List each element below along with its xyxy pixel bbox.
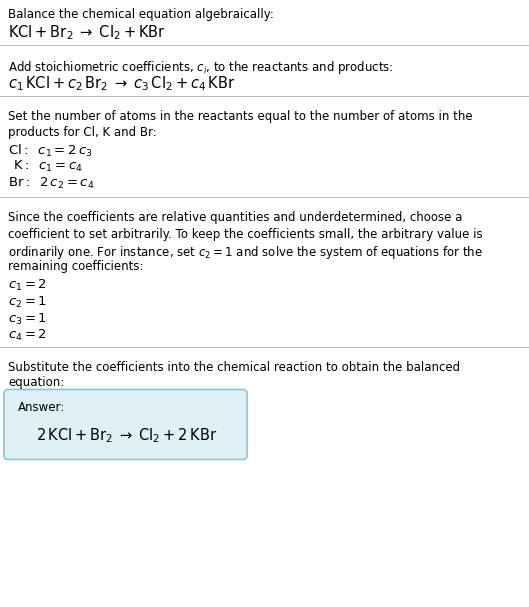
Text: $\mathregular{KCl} + \mathregular{Br}_2 \;\rightarrow\; \mathregular{Cl}_2 + \ma: $\mathregular{KCl} + \mathregular{Br}_2 … — [8, 24, 166, 42]
Text: $\mathregular{K:}\;\;c_1 = c_4$: $\mathregular{K:}\;\;c_1 = c_4$ — [13, 159, 83, 174]
Text: $\mathregular{Cl:}\;\;c_1 = 2\,c_3$: $\mathregular{Cl:}\;\;c_1 = 2\,c_3$ — [8, 143, 93, 158]
Text: $2\,\mathregular{KCl} + \mathregular{Br}_2 \;\rightarrow\; \mathregular{Cl}_2 + : $2\,\mathregular{KCl} + \mathregular{Br}… — [36, 427, 217, 445]
Text: ordinarily one. For instance, set $c_2 = 1$ and solve the system of equations fo: ordinarily one. For instance, set $c_2 =… — [8, 244, 483, 261]
Text: products for Cl, K and Br:: products for Cl, K and Br: — [8, 126, 157, 138]
Text: $c_1\,\mathregular{KCl} + c_2\,\mathregular{Br}_2 \;\rightarrow\; c_3\,\mathregu: $c_1\,\mathregular{KCl} + c_2\,\mathregu… — [8, 75, 235, 93]
Text: $c_2 = 1$: $c_2 = 1$ — [8, 295, 47, 310]
FancyBboxPatch shape — [4, 390, 247, 459]
Text: Add stoichiometric coefficients, $c_i$, to the reactants and products:: Add stoichiometric coefficients, $c_i$, … — [8, 59, 394, 76]
Text: $c_4 = 2$: $c_4 = 2$ — [8, 328, 47, 344]
Text: Set the number of atoms in the reactants equal to the number of atoms in the: Set the number of atoms in the reactants… — [8, 110, 472, 123]
Text: $c_1 = 2$: $c_1 = 2$ — [8, 279, 47, 294]
Text: equation:: equation: — [8, 376, 64, 390]
Text: Since the coefficients are relative quantities and underdetermined, choose a: Since the coefficients are relative quan… — [8, 211, 462, 225]
Text: Answer:: Answer: — [18, 401, 65, 415]
Text: $\mathregular{Br:}\;\;2\,c_2 = c_4$: $\mathregular{Br:}\;\;2\,c_2 = c_4$ — [8, 176, 94, 191]
Text: coefficient to set arbitrarily. To keep the coefficients small, the arbitrary va: coefficient to set arbitrarily. To keep … — [8, 228, 482, 240]
Text: Substitute the coefficients into the chemical reaction to obtain the balanced: Substitute the coefficients into the che… — [8, 361, 460, 374]
Text: remaining coefficients:: remaining coefficients: — [8, 260, 143, 273]
Text: Balance the chemical equation algebraically:: Balance the chemical equation algebraica… — [8, 8, 274, 21]
Text: $c_3 = 1$: $c_3 = 1$ — [8, 311, 47, 327]
